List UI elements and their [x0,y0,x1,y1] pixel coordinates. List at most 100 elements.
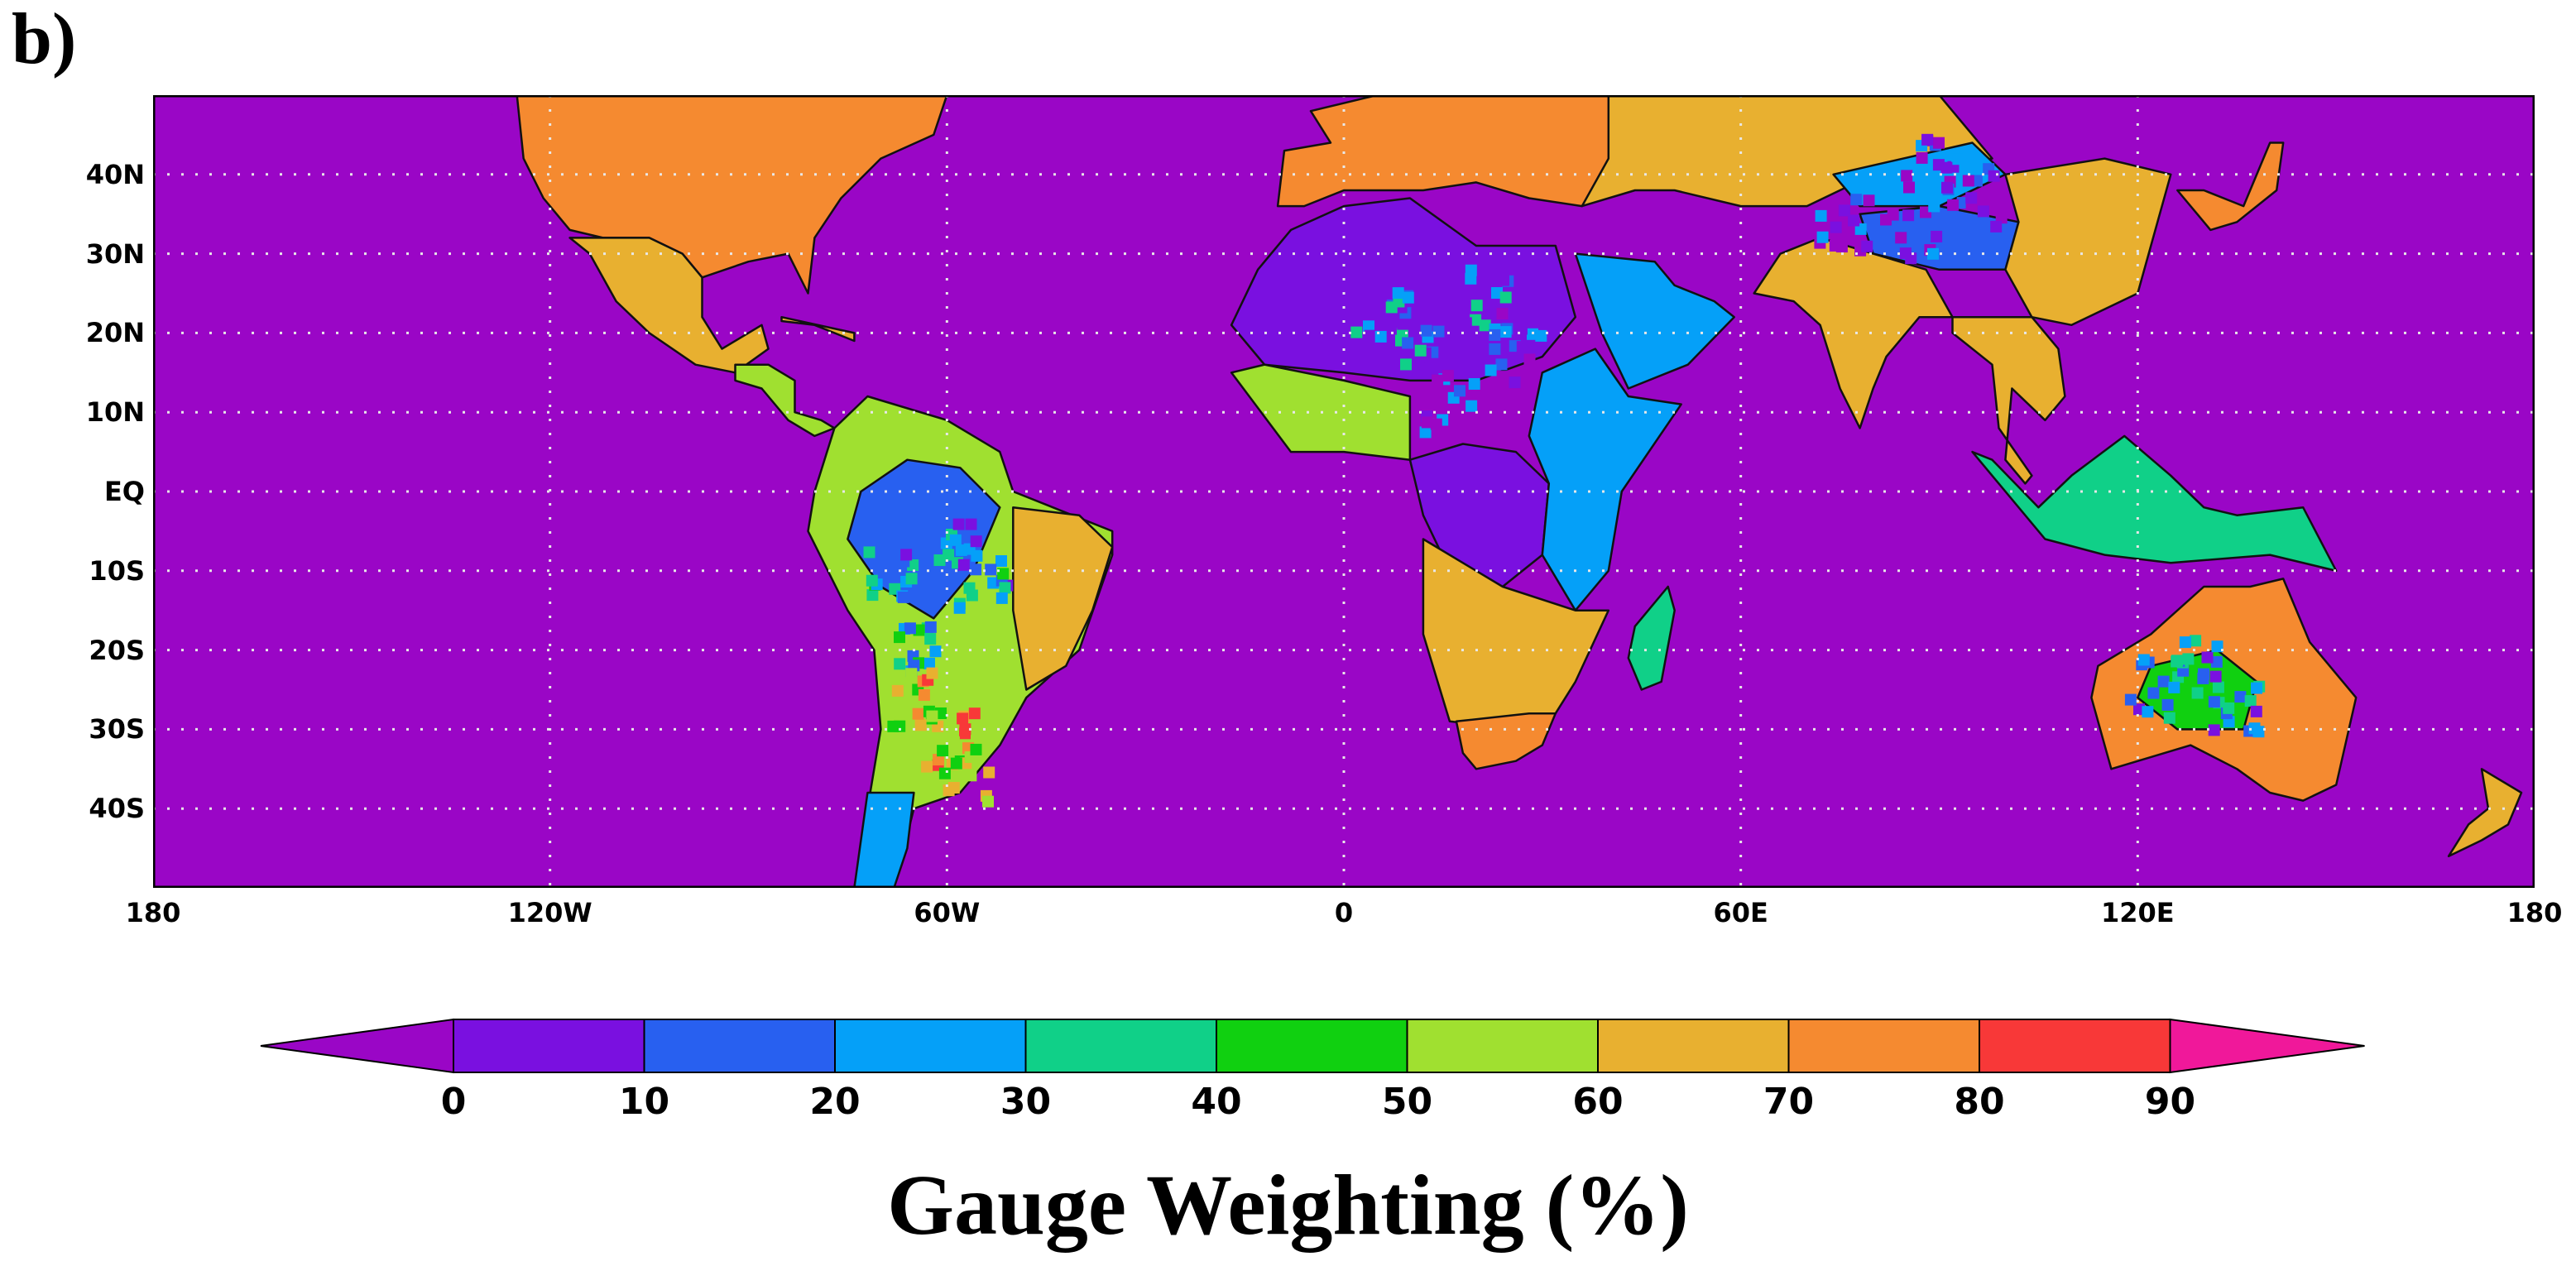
texture-cell [1419,426,1432,439]
texture-cell [866,589,879,602]
texture-cell [1498,274,1509,286]
lon-tick-label: 60W [914,897,981,928]
texture-cell [2244,695,2257,707]
colorbar-low-triangle [260,1018,454,1074]
texture-cell [937,745,949,757]
region-north-america [516,95,948,295]
texture-cell [891,684,904,697]
texture-cell [1432,325,1445,338]
texture-cell [914,719,927,731]
texture-cell [1495,358,1508,371]
texture-cell [2147,687,2160,699]
texture-cell [924,633,937,645]
lat-tick-label: 40S [89,793,145,825]
colorbar-tick-label: 60 [1572,1081,1624,1123]
texture-cell [900,549,913,561]
texture-cell [1470,300,1483,312]
texture-cell [983,766,995,779]
texture-cell [1400,358,1412,371]
texture-cell [995,555,1007,567]
texture-cell [1848,214,1860,227]
region-japan-and-korea [2176,141,2285,232]
texture-cell [1402,291,1414,304]
region-arabian-peninsula [1574,252,1735,390]
texture-cell [1465,272,1477,285]
texture-cell [1357,282,1370,295]
lat-tick-label: 30S [89,713,145,746]
colorbar-segment [1216,1019,1408,1073]
colorbar-segment [834,1019,1027,1073]
texture-cell [1397,318,1409,330]
texture-cell [1902,209,1915,222]
region-southern-africa [1422,538,1610,731]
texture-cell [1916,151,1928,164]
colorbar-high-triangle [2169,1018,2365,1074]
texture-cell [1899,247,1912,260]
texture-cell [1977,205,1989,218]
texture-cell [970,563,982,576]
texture-cell [2179,636,2191,649]
texture-cell [1468,378,1480,390]
texture-cell [912,707,924,720]
texture-cell [1941,181,1953,194]
lon-tick-label: 120E [2101,897,2175,928]
colorbar-tick-label: 10 [618,1081,670,1123]
texture-cell [905,573,918,585]
texture-cell [2198,668,2209,680]
map-plot-area [153,95,2535,888]
lat-tick-label: 30N [85,237,145,270]
texture-cell [2137,654,2150,666]
texture-cell [1363,320,1374,333]
region-india [1753,237,1954,429]
texture-cell [1454,385,1465,397]
texture-cell [1988,170,2000,182]
texture-cell [2190,635,2202,647]
texture-cell [879,556,891,568]
texture-cell [2157,675,2170,688]
texture-cell [1838,204,1850,217]
texture-cell [904,622,916,635]
texture-cell [987,577,1000,589]
region-madagascar [1627,585,1676,691]
texture-cell [952,518,965,530]
texture-cell [1901,170,1913,182]
texture-cell [1861,240,1873,252]
lon-tick-label: 180 [125,897,181,928]
texture-cell [2250,705,2262,717]
colorbar-segment [453,1019,645,1073]
texture-cell [1491,287,1503,299]
texture-cell [1995,212,2008,224]
texture-cell [1903,181,1915,194]
texture-cell [1990,220,2003,233]
texture-cell [1470,314,1482,326]
lon-tick-label: 180 [2506,897,2563,928]
graticule [153,95,2535,888]
texture-cell [1499,291,1512,304]
texture-cell [1485,364,1497,376]
texture-cell [897,591,909,603]
texture-cell [933,754,945,766]
texture-cell [985,563,997,576]
texture-cell [921,760,933,773]
lat-tick-label: 10N [85,396,145,429]
texture-cell [1965,192,1978,204]
texture-cell [2208,724,2220,736]
texture-cell [894,658,906,670]
texture-cell [1414,344,1427,357]
texture-cell [1350,326,1363,338]
texture-cell [1921,133,1934,146]
colorbar-segment [1979,1019,2171,1073]
region-central-asia [1581,95,1993,208]
texture-cell [1523,353,1536,366]
region-eastern-brazil [1012,506,1114,691]
lat-tick-label: 20S [89,634,145,666]
texture-cell [1430,418,1442,430]
colorbar-tick-label: 70 [1763,1081,1815,1123]
lon-tick-label: 0 [1334,897,1354,928]
texture-cell [2171,655,2183,667]
texture-cell [1905,236,1917,248]
texture-cell [1830,221,1842,233]
texture-cell [2161,698,2174,711]
texture-cell [926,667,938,679]
texture-cell [1424,362,1437,375]
